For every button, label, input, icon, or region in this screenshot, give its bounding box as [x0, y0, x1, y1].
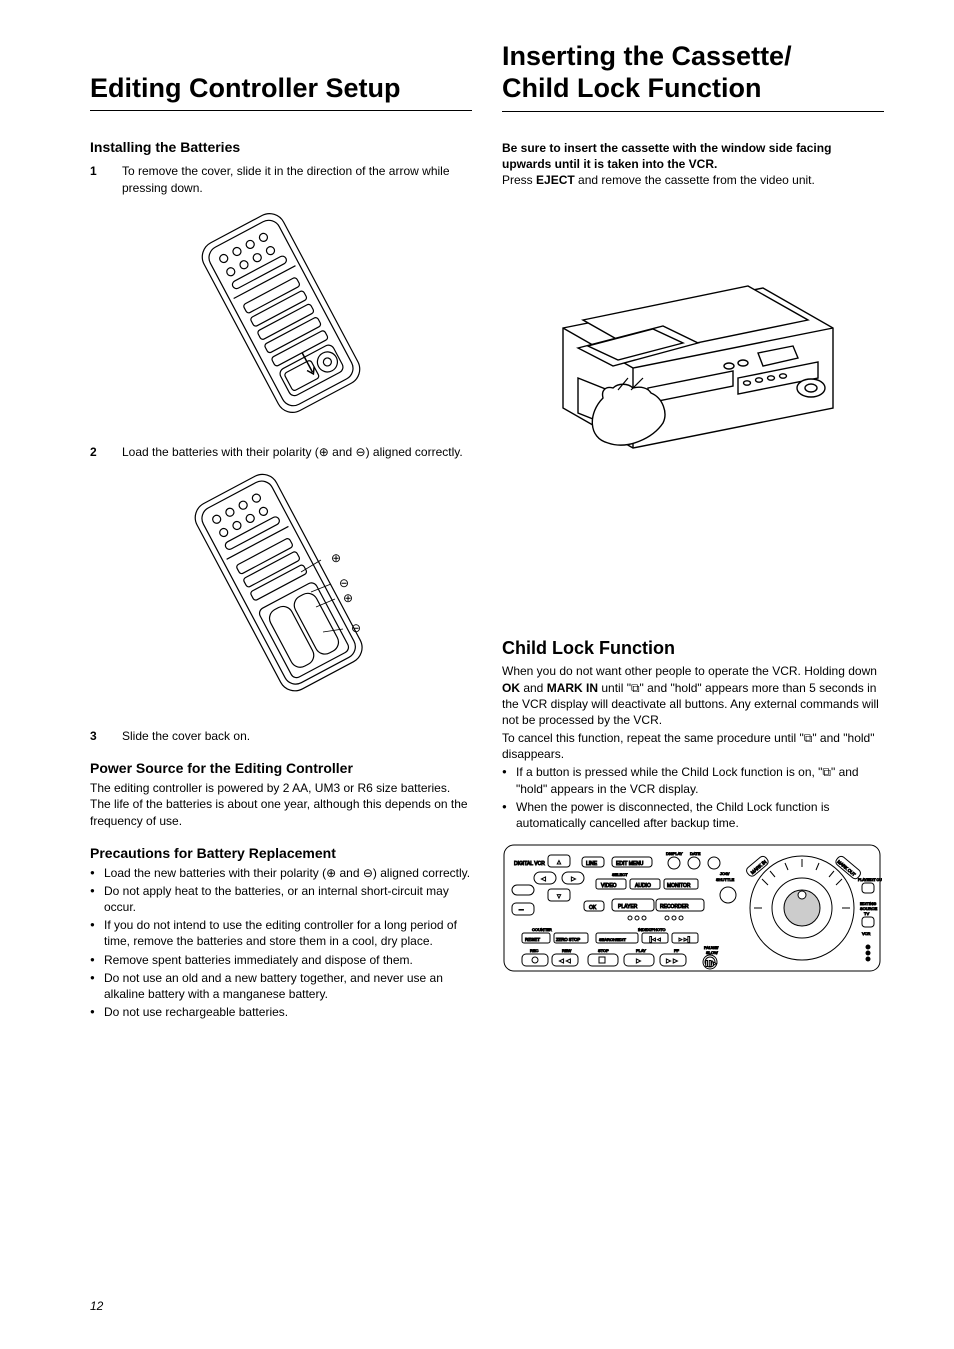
eject-label: EJECT: [536, 173, 575, 187]
svg-text:FF: FF: [674, 948, 679, 953]
svg-text:SLOW: SLOW: [706, 950, 718, 955]
svg-text:TV: TV: [864, 911, 869, 916]
svg-text:VIDEO: VIDEO: [601, 883, 617, 889]
ok-label: OK: [502, 681, 520, 695]
svg-text:PLAYER: PLAYER: [618, 904, 638, 910]
step-3: 3 Slide the cover back on.: [90, 728, 472, 744]
svg-text:DATE: DATE: [690, 851, 701, 856]
svg-text:REW: REW: [562, 948, 572, 953]
svg-text:▐◄◄: ▐◄◄: [648, 936, 661, 943]
right-title: Inserting the Cassette/ Child Lock Funct…: [502, 40, 884, 105]
step-1: 1 To remove the cover, slide it in the d…: [90, 163, 472, 195]
precaution-item: Do not use rechargeable batteries.: [90, 1004, 472, 1020]
svg-text:SHUTTLE: SHUTTLE: [716, 877, 735, 882]
svg-text:STOP: STOP: [598, 948, 609, 953]
intro-post: and remove the cassette from the video u…: [575, 173, 815, 187]
svg-text:SEARCH/EDIT: SEARCH/EDIT: [599, 937, 626, 942]
power-heading: Power Source for the Editing Controller: [90, 760, 472, 776]
page-number: 12: [90, 1299, 103, 1313]
svg-text:◄: ◄: [540, 876, 547, 883]
svg-text:–: –: [519, 905, 524, 914]
svg-text:▲: ▲: [556, 860, 562, 866]
svg-text:PLAY: PLAY: [636, 948, 646, 953]
step-3-text: Slide the cover back on.: [122, 728, 472, 744]
childlock-heading: Child Lock Function: [502, 638, 884, 659]
precaution-item: If you do not intend to use the editing …: [90, 917, 472, 949]
svg-text:JOG/: JOG/: [720, 871, 730, 876]
step-2: 2 Load the batteries with their polarity…: [90, 444, 472, 460]
childlock-bullets: If a button is pressed while the Child L…: [502, 764, 884, 831]
cl-p1a: When you do not want other people to ope…: [502, 664, 877, 678]
precautions-list: Load the new batteries with their polari…: [90, 865, 472, 1021]
svg-text:▼: ▼: [556, 894, 562, 900]
precaution-item: Do not apply heat to the batteries, or a…: [90, 883, 472, 915]
precaution-item: Remove spent batteries immediately and d…: [90, 952, 472, 968]
svg-text:COUNTER: COUNTER: [532, 927, 552, 932]
svg-text:⊖: ⊖: [339, 576, 349, 590]
figure-remote-closed: [90, 208, 472, 418]
intro-pre: Press: [502, 173, 536, 187]
svg-text:RESET: RESET: [525, 937, 540, 942]
svg-text:EDIT MENU: EDIT MENU: [616, 861, 644, 867]
figure-vcr: [502, 238, 884, 458]
svg-text:AUDIO: AUDIO: [635, 883, 651, 889]
title-rule-left: [90, 110, 472, 111]
power-text: The editing controller is powered by 2 A…: [90, 780, 472, 829]
svg-text:◄◄: ◄◄: [558, 958, 572, 965]
title-rule-right: [502, 111, 884, 112]
step-2-num: 2: [90, 444, 102, 460]
precautions-heading: Precautions for Battery Replacement: [90, 845, 472, 861]
install-heading: Installing the Batteries: [90, 139, 472, 155]
svg-text:►►▌: ►►▌: [678, 936, 691, 943]
childlock-p1: When you do not want other people to ope…: [502, 663, 884, 728]
svg-text:OK: OK: [589, 905, 597, 911]
intro-text: Press EJECT and remove the cassette from…: [502, 172, 884, 188]
svg-text:⊕: ⊕: [343, 591, 353, 605]
cl-and: and: [520, 681, 547, 695]
svg-text:►►: ►►: [665, 958, 679, 965]
precaution-item: Load the new batteries with their polari…: [90, 865, 472, 881]
step-3-num: 3: [90, 728, 102, 744]
svg-text:PLAY/EDIT OUT: PLAY/EDIT OUT: [858, 878, 882, 882]
svg-text:▐▐/►: ▐▐/►: [704, 960, 717, 967]
figure-control-panel: DIGITAL VCR ▲ ▼ ◄ ► – LINE EDIT MENU SEL…: [502, 843, 884, 978]
intro-bold: Be sure to insert the cassette with the …: [502, 140, 884, 172]
svg-text:DIGITAL VCR: DIGITAL VCR: [514, 861, 545, 867]
svg-text:INDEX/PHOTO: INDEX/PHOTO: [638, 927, 666, 932]
markin-label: MARK IN: [547, 681, 598, 695]
svg-text:DISPLAY: DISPLAY: [666, 851, 683, 856]
childlock-p2: To cancel this function, repeat the same…: [502, 730, 884, 762]
childlock-bullet: If a button is pressed while the Child L…: [502, 764, 884, 796]
left-title: Editing Controller Setup: [90, 72, 472, 104]
svg-text:►: ►: [635, 958, 642, 965]
figure-remote-open: ⊕ ⊖ ⊕ ⊖: [90, 472, 472, 702]
svg-text:ZERO STOP: ZERO STOP: [556, 937, 580, 942]
svg-text:►: ►: [570, 876, 577, 883]
step-1-text: To remove the cover, slide it in the dir…: [122, 163, 472, 195]
svg-text:MONITOR: MONITOR: [667, 883, 691, 889]
svg-text:⊕: ⊕: [331, 551, 341, 565]
precaution-item: Do not use an old and a new battery toge…: [90, 970, 472, 1002]
svg-text:VCR: VCR: [862, 931, 871, 936]
svg-text:RECORDER: RECORDER: [660, 904, 689, 910]
svg-text:SELECT: SELECT: [612, 872, 628, 877]
step-1-num: 1: [90, 163, 102, 195]
svg-text:REC: REC: [530, 948, 539, 953]
svg-text:⊖: ⊖: [351, 621, 361, 635]
step-2-text: Load the batteries with their polarity (…: [122, 444, 472, 460]
childlock-bullet: When the power is disconnected, the Chil…: [502, 799, 884, 831]
svg-text:LINE: LINE: [586, 861, 598, 867]
